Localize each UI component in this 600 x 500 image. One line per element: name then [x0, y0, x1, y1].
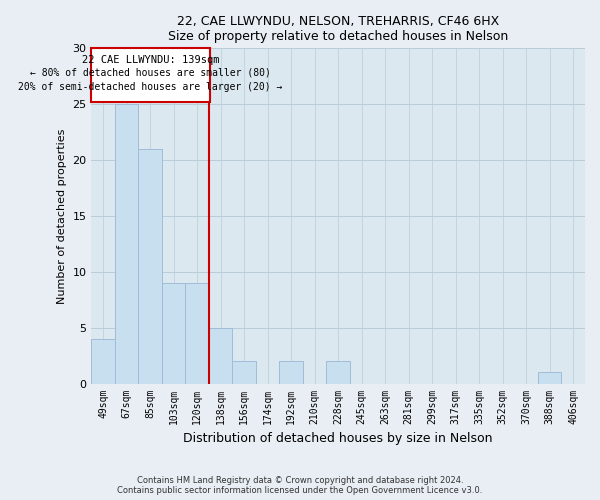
X-axis label: Distribution of detached houses by size in Nelson: Distribution of detached houses by size …: [184, 432, 493, 445]
Text: 20% of semi-detached houses are larger (20) →: 20% of semi-detached houses are larger (…: [19, 82, 283, 92]
Bar: [115, 104, 138, 384]
Bar: [280, 361, 303, 384]
FancyBboxPatch shape: [91, 48, 210, 102]
Title: 22, CAE LLWYNDU, NELSON, TREHARRIS, CF46 6HX
Size of property relative to detach: 22, CAE LLWYNDU, NELSON, TREHARRIS, CF46…: [168, 15, 508, 43]
Bar: [185, 283, 209, 384]
Bar: [232, 361, 256, 384]
Text: 22 CAE LLWYNDU: 139sqm: 22 CAE LLWYNDU: 139sqm: [82, 54, 220, 64]
Text: Contains HM Land Registry data © Crown copyright and database right 2024.
Contai: Contains HM Land Registry data © Crown c…: [118, 476, 482, 495]
Bar: [209, 328, 232, 384]
Bar: [162, 283, 185, 384]
Bar: [138, 149, 162, 384]
Bar: [538, 372, 562, 384]
Bar: [91, 339, 115, 384]
Text: ← 80% of detached houses are smaller (80): ← 80% of detached houses are smaller (80…: [30, 68, 271, 78]
Y-axis label: Number of detached properties: Number of detached properties: [57, 128, 67, 304]
Bar: [326, 361, 350, 384]
